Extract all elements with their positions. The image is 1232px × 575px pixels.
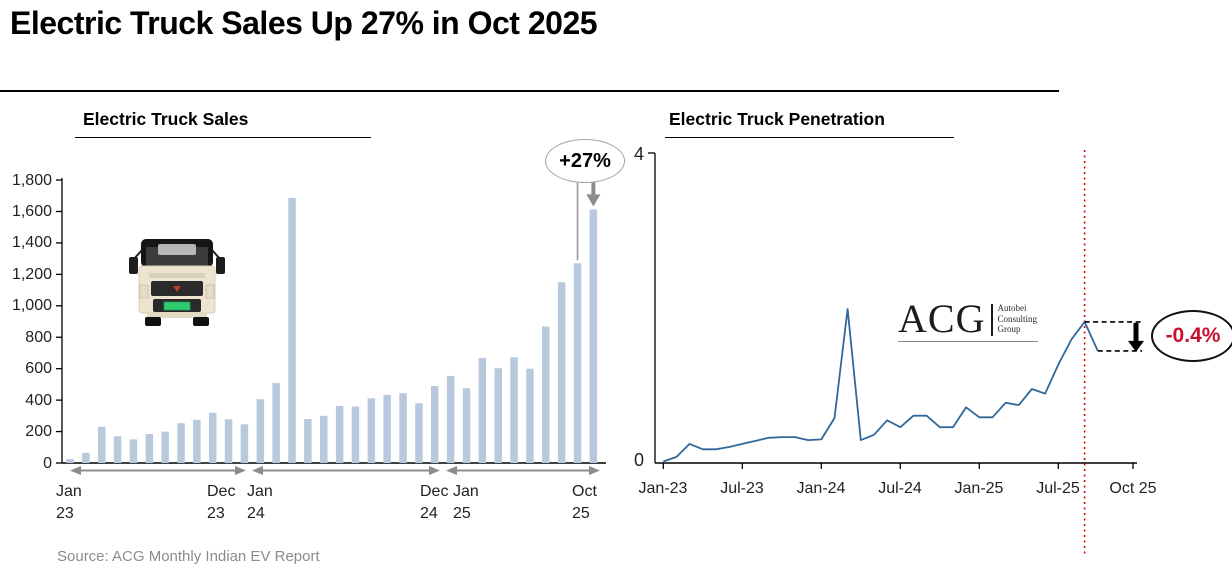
sales-bar xyxy=(542,326,550,463)
penetration-chart-title-box: Electric Truck Penetration xyxy=(665,109,954,138)
drop-arrow-head xyxy=(1128,340,1144,352)
sales-annotation-label: +27% xyxy=(559,149,611,172)
sales-bar xyxy=(431,386,439,463)
acg-logo-sublines: Autobei Consulting Group xyxy=(997,302,1037,336)
acg-logo: ACG Autobei Consulting Group xyxy=(898,296,1038,342)
sales-bar xyxy=(351,406,360,463)
sales-bar xyxy=(367,398,376,463)
sales-bar xyxy=(129,439,138,463)
penetration-annotation-badge: -0.4% xyxy=(1151,310,1232,362)
sales-bar xyxy=(272,383,280,463)
sales-bar xyxy=(256,399,265,463)
sales-bar xyxy=(510,357,518,463)
sales-bar xyxy=(526,368,534,463)
source-note: Source: ACG Monthly Indian EV Report xyxy=(57,548,320,565)
range-arrow-head-right xyxy=(235,466,246,475)
sales-bar xyxy=(304,419,312,463)
acg-logo-subline: Consulting xyxy=(997,313,1037,324)
sales-bar xyxy=(161,431,169,463)
range-arrow-head-left xyxy=(446,466,457,475)
range-arrow-head-right xyxy=(589,466,600,475)
sales-bar xyxy=(209,412,217,463)
penetration-annotation-label: -0.4% xyxy=(1165,324,1221,347)
acg-logo-subline: Autobei xyxy=(997,303,1027,314)
sales-bar xyxy=(145,433,154,463)
sales-bar xyxy=(224,419,233,463)
annotation-arrow-head xyxy=(586,194,601,207)
acg-logo-text: ACG xyxy=(898,296,986,341)
sales-bar xyxy=(399,393,407,463)
sales-bar xyxy=(478,358,487,463)
sales-bar xyxy=(66,459,74,463)
sales-bar xyxy=(383,394,391,463)
range-arrow-head-left xyxy=(70,466,81,475)
sales-bar xyxy=(193,419,201,463)
penetration-line xyxy=(663,308,1099,463)
sales-annotation-badge: +27% xyxy=(545,139,625,183)
sales-bar xyxy=(446,375,455,463)
sales-bar xyxy=(320,415,328,463)
sales-bar xyxy=(98,426,106,463)
acg-logo-subline: Group xyxy=(997,324,1021,335)
sales-bar xyxy=(240,424,249,463)
acg-logo-divider xyxy=(991,304,994,336)
sales-chart-title-box: Electric Truck Sales xyxy=(75,109,371,138)
sales-bar xyxy=(335,405,344,463)
sales-bar xyxy=(557,282,566,463)
sales-bar xyxy=(113,436,122,463)
sales-bar xyxy=(415,403,423,463)
sales-bar xyxy=(494,368,502,463)
penetration-chart-title: Electric Truck Penetration xyxy=(669,109,885,129)
range-arrow-head-left xyxy=(252,466,263,475)
truck-illustration xyxy=(129,239,225,326)
range-arrow-head-right xyxy=(429,466,440,475)
sales-bar xyxy=(177,423,185,463)
sales-bar xyxy=(288,197,296,463)
sales-bar xyxy=(462,388,471,463)
sales-bar xyxy=(589,209,598,463)
sales-bar xyxy=(82,452,90,463)
sales-chart-title: Electric Truck Sales xyxy=(83,109,249,129)
sales-bar xyxy=(573,263,582,463)
page-title: Electric Truck Sales Up 27% in Oct 2025 xyxy=(10,5,598,41)
